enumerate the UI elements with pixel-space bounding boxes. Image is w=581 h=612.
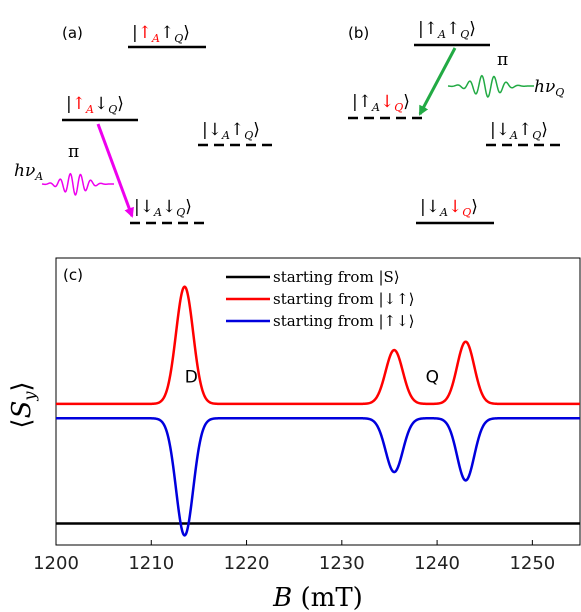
level-b-downup: |↓A↑Q⟩ xyxy=(486,120,560,147)
ket-a-downup: |↓A↑Q⟩ xyxy=(202,120,260,142)
photon-label-a: hνA xyxy=(14,161,43,183)
pi-label-b: π xyxy=(497,50,508,70)
photon-wave-a xyxy=(41,172,115,196)
x-tick-label: 1220 xyxy=(224,553,270,574)
x-axis-title: B (mT) xyxy=(272,583,363,612)
x-tick-label: 1200 xyxy=(33,553,79,574)
x-tick-label: 1210 xyxy=(128,553,174,574)
x-ticks: 1200 1210 1220 1230 1240 1250 xyxy=(33,540,555,574)
legend: starting from |S⟩ starting from |↓↑⟩ start… xyxy=(226,268,414,330)
ket-b-upup: |↑A↑Q⟩ xyxy=(418,19,476,41)
transition-arrow-a xyxy=(96,123,134,218)
level-b-upup: |↑A↑Q⟩ xyxy=(414,19,490,47)
level-b-downdown: |↓A↓Q⟩ xyxy=(416,197,494,225)
x-tick-label: 1250 xyxy=(509,553,555,574)
legend-entry: starting from |↑↓⟩ xyxy=(273,312,414,330)
plot-frame xyxy=(55,257,581,546)
legend-entry: starting from |↓↑⟩ xyxy=(273,290,414,308)
transition-arrow-b xyxy=(418,47,457,116)
ket-b-downdown: |↓A↓Q⟩ xyxy=(420,197,478,219)
panel-a-label: (a) xyxy=(62,24,83,42)
level-a-upup: |↑A↑Q⟩ xyxy=(128,23,206,49)
ket-a-downdown: |↓A↓Q⟩ xyxy=(134,197,192,219)
level-a-updown: |↑A↓Q⟩ xyxy=(62,94,138,122)
photon-wave-b xyxy=(447,74,535,98)
x-tick-label: 1240 xyxy=(414,553,460,574)
panel-b: (b) |↑A↑Q⟩ |↑A↓Q⟩ |↓A↑Q⟩ |↓A↓Q⟩ π hνQ xyxy=(348,19,564,225)
series-layer xyxy=(56,285,580,537)
level-b-updown: |↑A↓Q⟩ xyxy=(348,92,424,120)
panel-a: (a) |↑A↑Q⟩ |↑A↓Q⟩ |↓A↑Q⟩ |↓A↓Q⟩ π hνA xyxy=(14,23,272,225)
series-line-1 xyxy=(56,285,580,406)
peak-label: Q xyxy=(426,367,439,387)
legend-entry: starting from |S⟩ xyxy=(273,268,400,286)
pi-label-a: π xyxy=(68,142,79,162)
ket-a-updown: |↑A↓Q⟩ xyxy=(66,94,124,116)
panel-b-label: (b) xyxy=(348,24,369,42)
x-tick-label: 1230 xyxy=(319,553,365,574)
ket-b-updown: |↑A↓Q⟩ xyxy=(352,92,410,114)
photon-label-b: hνQ xyxy=(534,77,564,99)
y-axis-title: ⟨Sy⟩ xyxy=(7,381,39,428)
series-line-2 xyxy=(56,416,580,537)
peak-label: D xyxy=(185,367,198,387)
ket-b-downup: |↓A↑Q⟩ xyxy=(490,120,548,142)
panel-c-label: (c) xyxy=(63,266,83,284)
ket-a-upup: |↑A↑Q⟩ xyxy=(132,23,190,45)
level-a-downup: |↓A↑Q⟩ xyxy=(198,120,272,147)
level-a-downdown: |↓A↓Q⟩ xyxy=(130,197,206,225)
